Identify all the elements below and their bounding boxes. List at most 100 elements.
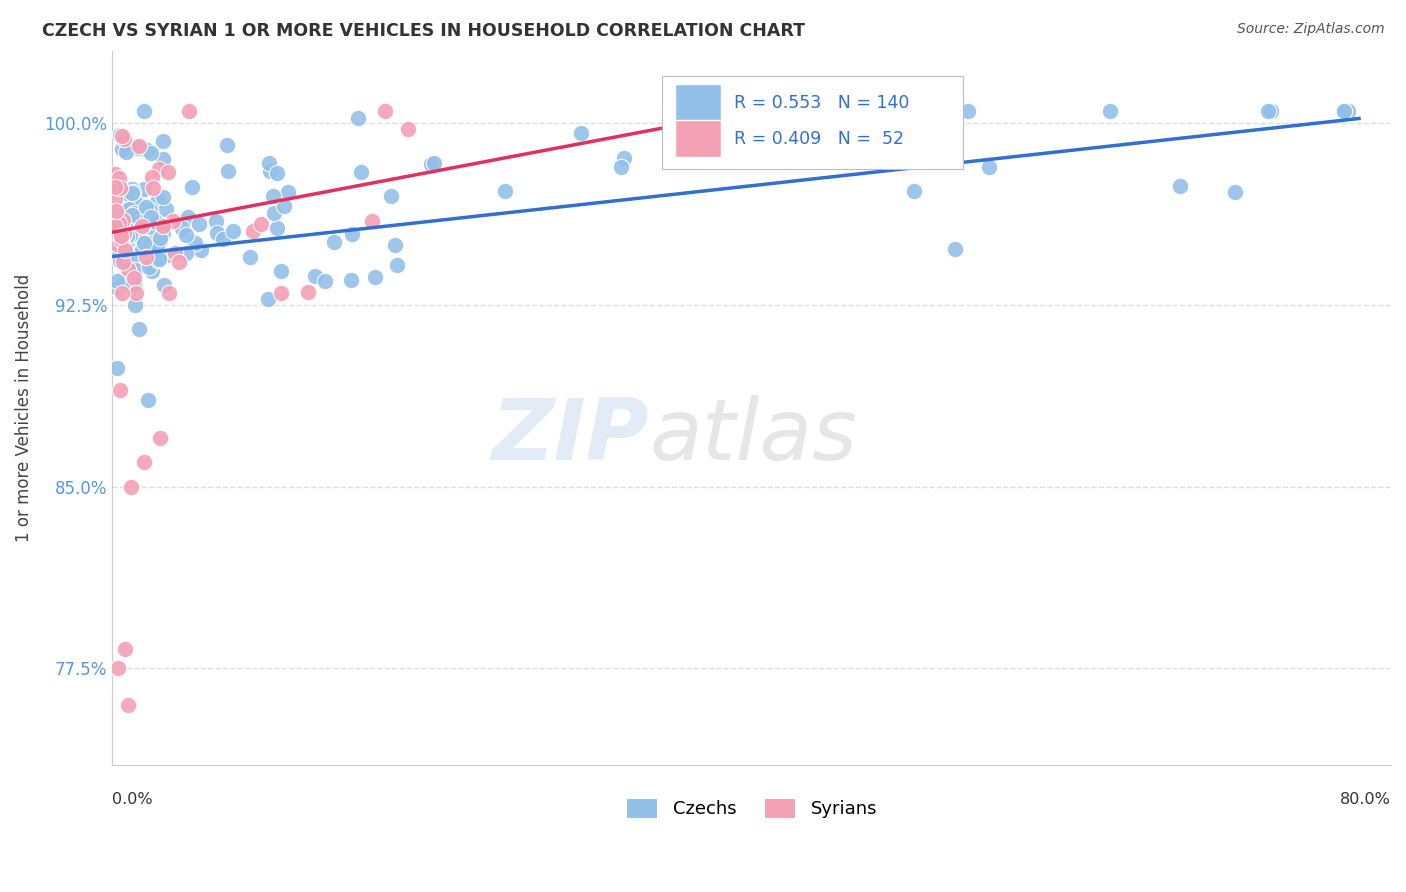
Point	[107, 661, 129, 675]
Point	[1333, 104, 1355, 119]
Point	[163, 245, 186, 260]
Point	[149, 235, 172, 249]
Point	[207, 226, 229, 240]
Point	[423, 156, 446, 170]
Point	[928, 104, 950, 119]
Point	[108, 180, 131, 194]
Point	[204, 213, 226, 227]
Point	[108, 383, 131, 397]
Point	[114, 132, 136, 146]
Point	[932, 152, 955, 166]
Point	[105, 214, 128, 228]
Legend: Czechs, Syrians: Czechs, Syrians	[619, 790, 884, 826]
Point	[107, 238, 129, 252]
Point	[136, 144, 159, 158]
Point	[131, 141, 153, 155]
Point	[187, 217, 209, 231]
Point	[108, 128, 131, 143]
Point	[141, 146, 163, 161]
Point	[115, 214, 138, 228]
Point	[1260, 104, 1282, 119]
Point	[155, 202, 177, 216]
Point	[152, 134, 174, 148]
Point	[610, 160, 633, 174]
Point	[304, 268, 326, 283]
Point	[1337, 104, 1360, 119]
Point	[396, 121, 419, 136]
Point	[340, 227, 363, 241]
Point	[124, 263, 146, 277]
Point	[242, 224, 264, 238]
Point	[273, 199, 295, 213]
Point	[108, 253, 131, 268]
Point	[153, 277, 176, 292]
Point	[141, 210, 163, 224]
Point	[110, 244, 132, 258]
Point	[1098, 104, 1121, 119]
Point	[146, 194, 169, 208]
Point	[259, 163, 281, 178]
Point	[105, 211, 128, 226]
Point	[181, 180, 204, 194]
Point	[122, 206, 145, 220]
Text: 80.0%: 80.0%	[1340, 792, 1391, 807]
Point	[105, 215, 128, 229]
Point	[364, 270, 387, 285]
Point	[569, 126, 592, 140]
Point	[170, 221, 193, 235]
Point	[212, 231, 235, 245]
Point	[132, 182, 155, 196]
Point	[121, 208, 143, 222]
Point	[129, 218, 152, 232]
Point	[135, 250, 157, 264]
Text: 0.0%: 0.0%	[112, 792, 153, 807]
Point	[250, 218, 273, 232]
Point	[157, 285, 180, 300]
Point	[105, 280, 128, 294]
Point	[374, 104, 396, 119]
Point	[217, 138, 239, 153]
Point	[146, 252, 169, 267]
Point	[134, 104, 156, 119]
Point	[277, 185, 299, 199]
Point	[104, 221, 127, 235]
Point	[176, 210, 198, 224]
Point	[124, 271, 146, 285]
Point	[112, 272, 135, 286]
Point	[339, 273, 361, 287]
Point	[115, 216, 138, 230]
Point	[139, 235, 162, 250]
Point	[128, 138, 150, 153]
Point	[138, 203, 160, 218]
Point	[380, 189, 402, 203]
Point	[117, 698, 139, 712]
Point	[128, 229, 150, 244]
Point	[167, 255, 190, 269]
Point	[385, 258, 408, 272]
Point	[111, 285, 134, 300]
Point	[108, 230, 131, 244]
Point	[105, 208, 128, 222]
Point	[162, 214, 184, 228]
Text: Source: ZipAtlas.com: Source: ZipAtlas.com	[1237, 22, 1385, 37]
Point	[419, 157, 441, 171]
Point	[159, 248, 181, 262]
Point	[104, 219, 127, 233]
Point	[613, 151, 636, 165]
Point	[494, 184, 516, 198]
Point	[1168, 178, 1191, 193]
Point	[148, 231, 170, 245]
Point	[659, 127, 682, 141]
Point	[105, 361, 128, 376]
Text: CZECH VS SYRIAN 1 OR MORE VEHICLES IN HOUSEHOLD CORRELATION CHART: CZECH VS SYRIAN 1 OR MORE VEHICLES IN HO…	[42, 22, 806, 40]
Point	[125, 285, 148, 300]
Point	[124, 208, 146, 222]
Point	[121, 253, 143, 268]
Y-axis label: 1 or more Vehicles in Household: 1 or more Vehicles in Household	[15, 274, 32, 542]
Point	[152, 190, 174, 204]
Text: R = 0.409   N =  52: R = 0.409 N = 52	[734, 129, 904, 147]
Point	[132, 218, 155, 232]
Point	[127, 197, 149, 211]
Point	[122, 193, 145, 207]
Point	[121, 186, 143, 201]
